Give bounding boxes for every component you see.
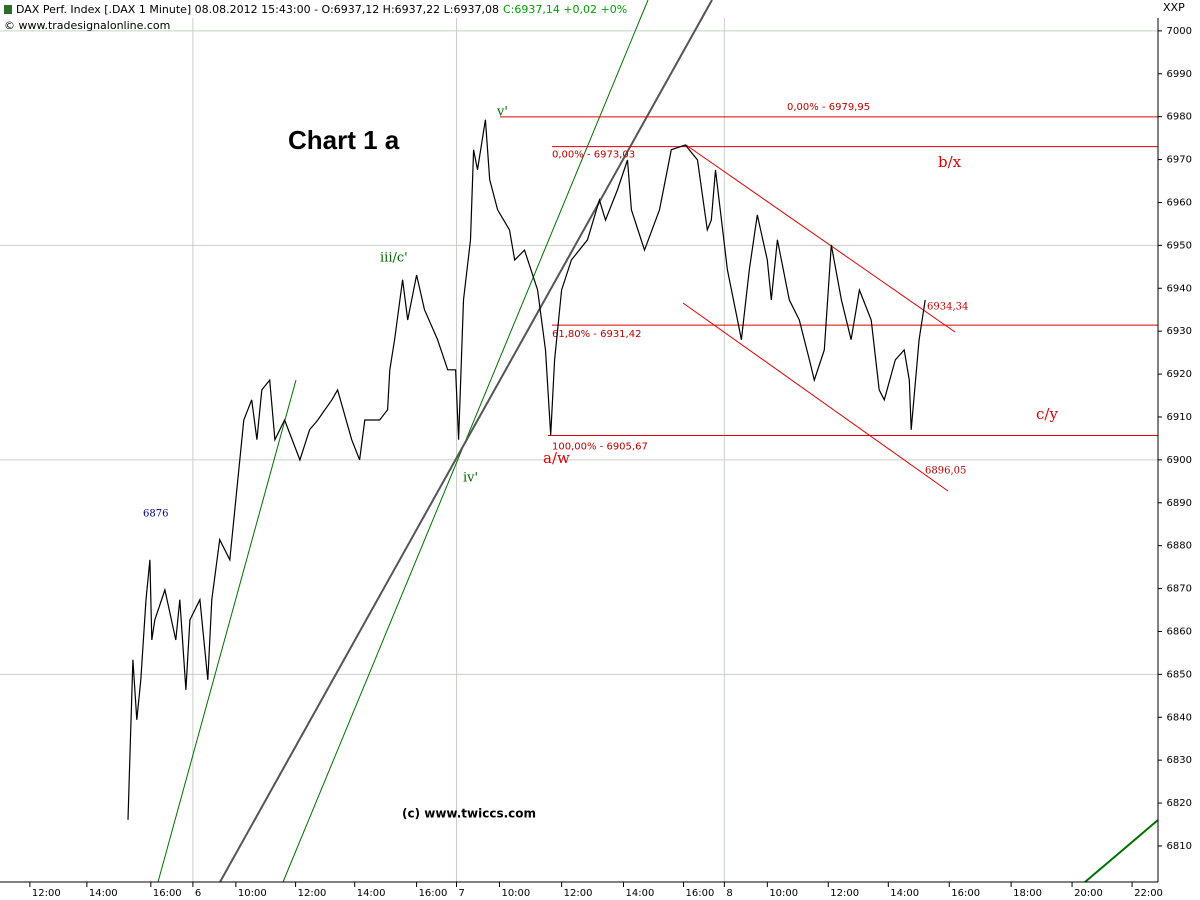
trend-line xyxy=(1084,819,1159,883)
y-tick-label: 6840 xyxy=(1167,712,1192,723)
y-tick-label: 6970 xyxy=(1167,155,1192,166)
x-tick-label: 12:00 xyxy=(830,888,859,899)
y-tick-label: 6860 xyxy=(1167,626,1192,637)
x-tick-label: 8 xyxy=(726,888,732,899)
channel-line xyxy=(685,144,956,333)
channel-line xyxy=(682,302,949,492)
x-tick-label: 22:00 xyxy=(1134,888,1163,899)
annotation: iv' xyxy=(463,471,478,486)
x-tick-label: 12:00 xyxy=(32,888,61,899)
y-tick-label: 6870 xyxy=(1167,584,1192,595)
annotation: iii/c' xyxy=(380,251,408,266)
level-label: 0,00% - 6973,03 xyxy=(552,150,635,161)
annotation: v' xyxy=(496,105,508,120)
level-label: 61,80% - 6931,42 xyxy=(552,329,641,340)
x-tick-label: 6 xyxy=(195,888,201,899)
header-source: © www.tradesignalonline.com xyxy=(4,19,170,32)
x-tick-label: 12:00 xyxy=(298,888,327,899)
level-label: 100,00% - 6905,67 xyxy=(552,442,648,453)
y-tick-label: 6820 xyxy=(1167,798,1192,809)
y-tick-label: 6960 xyxy=(1167,197,1192,208)
x-tick-label: 16:00 xyxy=(153,888,182,899)
annotation: c/y xyxy=(1036,405,1058,423)
x-tick-label: 20:00 xyxy=(1074,888,1103,899)
annotation: 6896,05 xyxy=(925,466,966,477)
x-tick-label: 16:00 xyxy=(419,888,448,899)
x-tick-label: 14:00 xyxy=(890,888,919,899)
y-tick-label: 6910 xyxy=(1167,412,1192,423)
annotation: a/w xyxy=(543,449,570,467)
x-tick-label: 10:00 xyxy=(501,888,530,899)
levels: 0,00% - 6979,95 0,00% - 6973,03 61,80% - 6… xyxy=(500,102,1158,453)
y-tick-label: 6990 xyxy=(1167,69,1192,80)
annotation: 6876 xyxy=(143,509,168,520)
x-tick-label: 14:00 xyxy=(357,888,386,899)
price-line xyxy=(127,119,926,820)
x-tick-label: 10:00 xyxy=(769,888,798,899)
y-tick-label: 6920 xyxy=(1167,369,1192,380)
x-tick-label: 12:00 xyxy=(564,888,593,899)
x-tick-label: 16:00 xyxy=(951,888,980,899)
y-tick-label: 6900 xyxy=(1167,455,1192,466)
level-label: 0,00% - 6979,95 xyxy=(787,102,870,113)
x-tick-label: 14:00 xyxy=(625,888,654,899)
y-tick-label: 7000 xyxy=(1167,26,1192,37)
y-tick-label: 6830 xyxy=(1167,755,1192,766)
y-tick-label: 6980 xyxy=(1167,112,1192,123)
corner-label: XXP xyxy=(1163,1,1185,14)
icon xyxy=(4,5,12,14)
x-tick-label: 10:00 xyxy=(238,888,267,899)
y-tick-label: 6930 xyxy=(1167,326,1192,337)
y-tick-label: 6950 xyxy=(1167,240,1192,251)
x-tick-label: 14:00 xyxy=(89,888,118,899)
plot xyxy=(127,119,926,820)
grid xyxy=(0,18,1158,882)
y-tick-label: 6890 xyxy=(1167,498,1192,509)
y-tick-label: 6850 xyxy=(1167,669,1192,680)
header-info: DAX Perf. Index [.DAX 1 Minute] 08.08.20… xyxy=(16,3,499,16)
x-tick-label: 18:00 xyxy=(1013,888,1042,899)
copyright: (c) www.twiccs.com xyxy=(402,807,536,821)
y-tick-label: 6880 xyxy=(1167,541,1192,552)
annotation: 6934,34 xyxy=(927,302,968,313)
annotation: b/x xyxy=(938,153,962,171)
y-tick-label: 6940 xyxy=(1167,283,1192,294)
x-tick-label: 7 xyxy=(458,888,464,899)
trend-line xyxy=(157,379,297,883)
y-tick-label: 6810 xyxy=(1167,841,1192,852)
x-tick-label: 16:00 xyxy=(686,888,715,899)
chart-title: Chart 1 a xyxy=(288,125,400,155)
header-change: C:6937,14 +0,02 +0% xyxy=(503,3,627,16)
